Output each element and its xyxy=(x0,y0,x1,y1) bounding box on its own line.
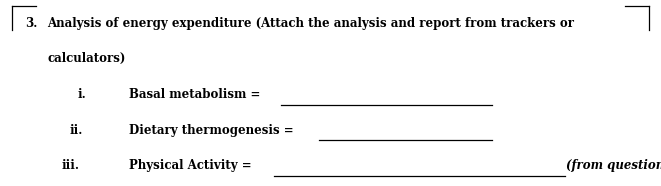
Text: Basal metabolism =: Basal metabolism = xyxy=(129,88,260,101)
Text: iii.: iii. xyxy=(61,159,79,172)
Text: Analysis of energy expenditure (Attach the analysis and report from trackers or: Analysis of energy expenditure (Attach t… xyxy=(48,17,574,30)
Text: (from question 2): (from question 2) xyxy=(566,159,661,172)
Text: Physical Activity =: Physical Activity = xyxy=(129,159,252,172)
Text: calculators): calculators) xyxy=(48,52,126,65)
Text: 3.: 3. xyxy=(25,17,38,30)
Text: Dietary thermogenesis =: Dietary thermogenesis = xyxy=(129,124,293,137)
Text: i.: i. xyxy=(77,88,86,101)
Text: ii.: ii. xyxy=(70,124,83,137)
